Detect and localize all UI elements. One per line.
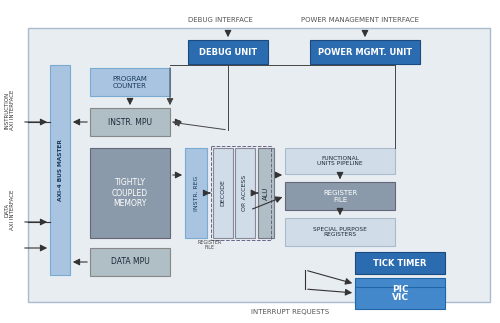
Text: DEBUG UNIT: DEBUG UNIT: [199, 47, 257, 57]
FancyBboxPatch shape: [355, 278, 445, 300]
FancyBboxPatch shape: [188, 40, 268, 64]
Text: PIC: PIC: [392, 285, 408, 294]
FancyBboxPatch shape: [213, 148, 233, 238]
Text: OP. ACCESS: OP. ACCESS: [242, 175, 248, 211]
Text: DATA
AXI INTERFACE: DATA AXI INTERFACE: [4, 190, 16, 230]
Text: AXI-4 BUS MASTER: AXI-4 BUS MASTER: [58, 139, 62, 201]
Text: INSTR. MPU: INSTR. MPU: [108, 118, 152, 127]
FancyBboxPatch shape: [285, 182, 395, 210]
Text: DEBUG INTERFACE: DEBUG INTERFACE: [188, 17, 252, 23]
FancyBboxPatch shape: [90, 108, 170, 136]
Text: FUNCTIONAL
UNITS PIPELINE: FUNCTIONAL UNITS PIPELINE: [317, 156, 363, 166]
FancyBboxPatch shape: [355, 287, 445, 309]
FancyBboxPatch shape: [28, 28, 490, 302]
Text: ALU: ALU: [263, 186, 269, 200]
Text: DATA MPU: DATA MPU: [110, 257, 150, 266]
FancyBboxPatch shape: [355, 252, 445, 274]
Text: INSTR. REG: INSTR. REG: [194, 175, 198, 211]
FancyBboxPatch shape: [310, 40, 420, 64]
Text: POWER MGMT. UNIT: POWER MGMT. UNIT: [318, 47, 412, 57]
FancyBboxPatch shape: [185, 148, 207, 238]
FancyBboxPatch shape: [285, 218, 395, 246]
FancyBboxPatch shape: [235, 148, 255, 238]
FancyBboxPatch shape: [50, 65, 70, 275]
Text: SPECIAL PURPOSE
REGISTERS: SPECIAL PURPOSE REGISTERS: [313, 227, 367, 237]
Text: DECODE: DECODE: [220, 180, 226, 206]
Text: TICK TIMER: TICK TIMER: [373, 258, 427, 267]
Text: REGISTER
FILE: REGISTER FILE: [198, 240, 222, 250]
Text: INTERRUPT REQUESTS: INTERRUPT REQUESTS: [251, 309, 329, 315]
Text: PROGRAM
COUNTER: PROGRAM COUNTER: [112, 76, 148, 89]
FancyBboxPatch shape: [90, 148, 170, 238]
Text: REGISTER
FILE: REGISTER FILE: [323, 190, 357, 203]
FancyBboxPatch shape: [90, 248, 170, 276]
Text: INSTRUCTION
AXI INTERFACE: INSTRUCTION AXI INTERFACE: [4, 90, 16, 130]
Text: POWER MANAGEMENT INTERFACE: POWER MANAGEMENT INTERFACE: [301, 17, 419, 23]
FancyBboxPatch shape: [258, 148, 274, 238]
Text: TIGHTLY
COUPLED
MEMORY: TIGHTLY COUPLED MEMORY: [112, 178, 148, 208]
FancyBboxPatch shape: [90, 68, 170, 96]
Text: VIC: VIC: [392, 294, 408, 303]
FancyBboxPatch shape: [285, 148, 395, 174]
